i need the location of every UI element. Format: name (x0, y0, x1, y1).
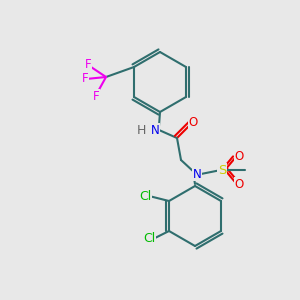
Text: O: O (188, 116, 198, 128)
Text: Cl: Cl (143, 232, 155, 245)
Text: F: F (82, 71, 88, 85)
Text: H: H (136, 124, 146, 136)
Text: F: F (93, 89, 99, 103)
Text: N: N (193, 167, 201, 181)
Text: O: O (234, 149, 244, 163)
Text: S: S (218, 164, 226, 176)
Text: F: F (85, 58, 91, 70)
Text: O: O (234, 178, 244, 190)
Text: N: N (151, 124, 159, 136)
Text: Cl: Cl (139, 190, 151, 202)
